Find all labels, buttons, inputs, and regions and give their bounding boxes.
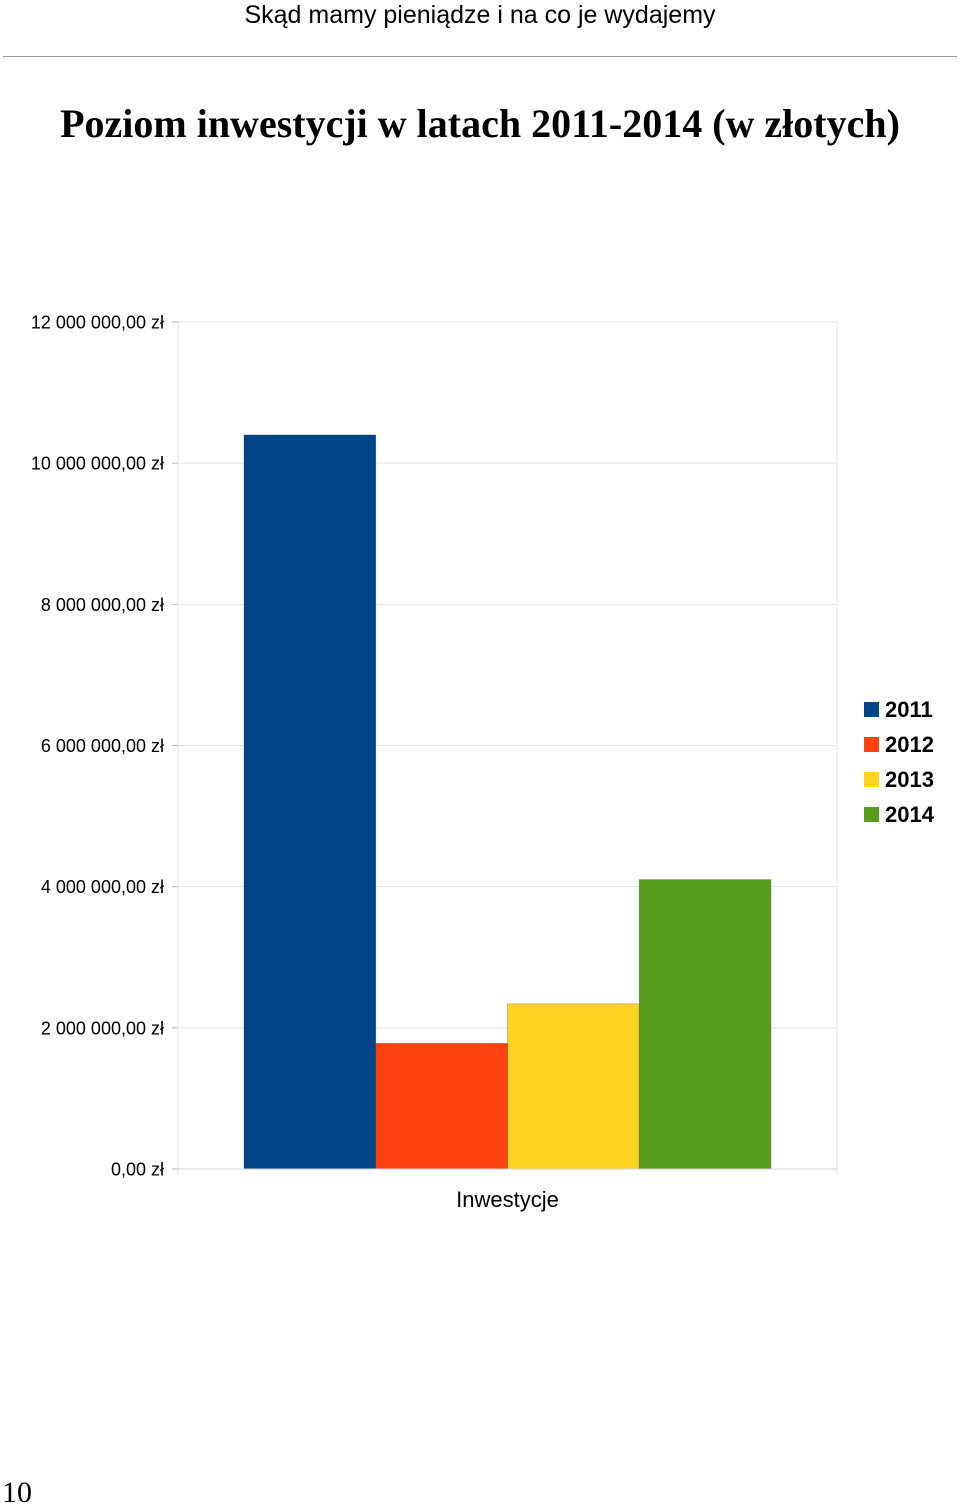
x-axis-label: Inwestycje xyxy=(456,1187,559,1212)
y-tick-label: 2 000 000,00 zł xyxy=(41,1018,164,1038)
chart-title: Poziom inwestycji w latach 2011-2014 (w … xyxy=(60,101,900,146)
y-tick-label: 0,00 zł xyxy=(111,1160,164,1180)
legend-label-2011: 2011 xyxy=(885,697,933,722)
y-axis-tick-labels: 0,00 zł 2 000 000,00 zł 4 000 000,00 zł 6 0… xyxy=(31,313,178,1180)
legend-label-2012: 2012 xyxy=(885,732,934,757)
legend: 2011 2012 2013 2014 xyxy=(864,697,935,827)
legend-swatch-2013 xyxy=(864,772,879,787)
y-tick-label: 4 000 000,00 zł xyxy=(41,877,164,897)
legend-swatch-2012 xyxy=(864,737,879,752)
page-number: 10 xyxy=(2,1476,32,1509)
header-divider xyxy=(3,56,957,57)
legend-label-2013: 2013 xyxy=(885,767,934,792)
y-tick-label: 8 000 000,00 zł xyxy=(41,595,164,615)
legend-label-2014: 2014 xyxy=(885,802,935,827)
bar-2013 xyxy=(507,1003,640,1170)
bar-2014 xyxy=(638,879,772,1170)
y-tick-label: 10 000 000,00 zł xyxy=(31,454,164,474)
axes xyxy=(177,322,838,1175)
bar-2011 xyxy=(243,434,377,1170)
running-header: Skąd mamy pieniądze i na co je wydajemy xyxy=(244,1,716,29)
y-tick-label: 6 000 000,00 zł xyxy=(41,736,164,756)
legend-swatch-2011 xyxy=(864,702,879,717)
bar-2012 xyxy=(375,1042,508,1170)
legend-swatch-2014 xyxy=(864,807,879,822)
y-tick-label: 12 000 000,00 zł xyxy=(31,313,164,333)
bars xyxy=(243,434,772,1170)
